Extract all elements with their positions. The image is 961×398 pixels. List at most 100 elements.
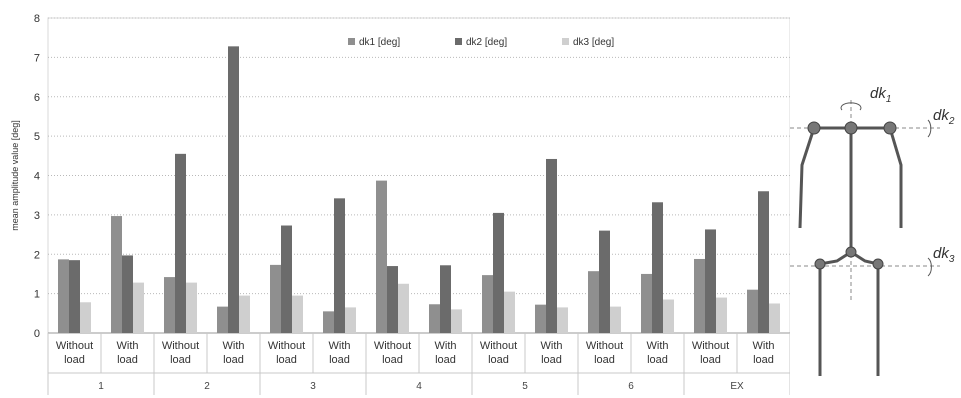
bar [323,311,334,333]
bar [122,255,133,333]
legend-swatch [455,38,462,45]
x-tick-label: load [435,354,456,366]
x-tick-label: With [223,340,245,352]
x-tick-label: With [541,340,563,352]
y-tick-label: 8 [34,13,40,25]
bar [228,46,239,333]
bar [588,271,599,333]
skeleton-diagram: dk1 dk2 dk3 [790,85,955,376]
dk2-rotation-arrow [927,119,932,138]
bar [504,291,515,333]
bar [652,202,663,333]
dk1-label: dk1 [870,85,891,105]
x-tick-label: load [329,354,350,366]
bar [80,302,91,333]
bar [239,295,250,333]
bar [663,299,674,333]
x-tick-label: Without [692,340,729,352]
bar [398,283,409,333]
group-label: 6 [628,381,634,392]
bar [451,309,462,333]
x-tick-label: load [647,354,668,366]
bar [482,275,493,333]
left-arm [798,127,816,229]
bar [186,282,197,333]
bar [281,225,292,333]
legend-label: dk2 [deg] [466,37,507,48]
right-shoulder-joint [883,121,897,135]
bar [217,306,228,333]
bar [769,303,780,333]
right-arm [888,127,903,228]
bar [111,216,122,333]
x-tick-label: With [647,340,669,352]
bar [58,259,69,333]
x-tick-label: Without [268,340,305,352]
legend-swatch [348,38,355,45]
bar [440,265,451,333]
left-shoulder-joint [807,121,821,135]
bar [493,212,504,333]
bar [641,273,652,333]
bar [270,264,281,333]
x-tick-label: load [488,354,509,366]
bar [747,289,758,333]
skeleton-figure: dk1 dk2 dk3 [790,85,955,376]
bar [705,229,716,333]
bar [429,304,440,333]
group-label: 5 [522,381,528,392]
x-tick-label: With [753,340,775,352]
y-tick-label: 0 [34,328,40,340]
x-tick-label: With [329,340,351,352]
left-hip-joint [814,258,826,270]
group-label: EX [730,381,744,392]
y-tick-label: 4 [34,171,40,183]
bar [694,258,705,333]
y-tick-label: 2 [34,249,40,261]
x-tick-label: load [170,354,191,366]
y-tick-label: 7 [34,52,40,64]
y-tick-label: 3 [34,210,40,222]
x-tick-label: Without [480,340,517,352]
right-hip-joint [872,258,884,270]
dk3-rotation-arrow [927,257,932,277]
y-axis-label: mean amplitude value [deg] [10,120,20,231]
x-tick-label: Without [56,340,93,352]
bar [557,307,568,333]
x-tick-label: load [223,354,244,366]
bar [292,295,303,333]
group-label: 2 [204,381,210,392]
x-tick-label: With [117,340,139,352]
legend-label: dk1 [deg] [359,37,400,48]
x-tick-label: load [117,354,138,366]
bar-chart: 0 1 2 3 4 5 6 7 8 mean amplitude value [deg] Witho… [10,13,790,395]
bar [69,260,80,333]
group-label: 4 [416,381,422,392]
dk3-label: dk3 [933,245,955,265]
bar [716,297,727,333]
neck-joint [844,121,858,135]
x-tick-label: load [382,354,403,366]
bar [334,198,345,333]
x-tick-label: load [753,354,774,366]
x-tick-label: Without [162,340,199,352]
y-tick-label: 5 [34,131,40,143]
bar [535,304,546,333]
x-tick-label: load [541,354,562,366]
x-tick-label: load [700,354,721,366]
bar [758,191,769,333]
legend-label: dk3 [deg] [573,37,614,48]
pelvis-center-joint [845,246,857,258]
x-tick-label: Without [374,340,411,352]
x-tick-label: load [64,354,85,366]
group-label: 1 [98,381,104,392]
x-tick-label: load [276,354,297,366]
bar [345,307,356,333]
bar [387,266,398,333]
bar [376,180,387,333]
legend-swatch [562,38,569,45]
x-tick-label: load [594,354,615,366]
bar [133,282,144,333]
bar [546,158,557,333]
